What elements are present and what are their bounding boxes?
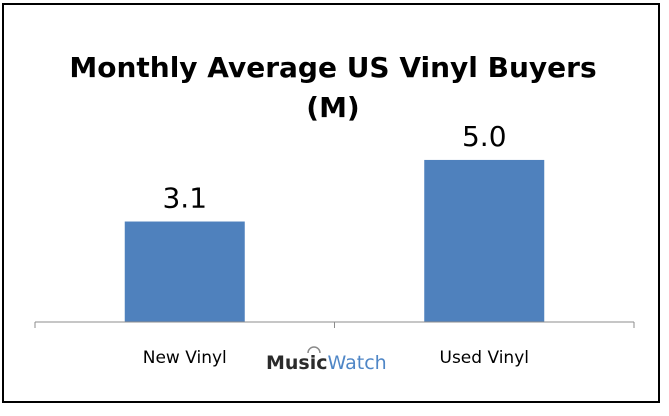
bar-used-vinyl [424,159,545,322]
chart-title: Monthly Average US Vinyl Buyers [69,51,596,84]
chart-frame: Monthly Average US Vinyl Buyers (M) 3.1 5… [2,3,660,403]
headphones-icon [307,346,321,354]
data-label: 3.1 [162,182,207,215]
chart-title-line2: (M) [306,91,359,124]
bars-group: 3.1 5.0 [124,120,545,322]
data-label: 5.0 [462,120,507,153]
musicwatch-logo: MusicWatch [266,346,387,374]
category-label: New Vinyl [143,348,227,368]
x-axis: New Vinyl Used Vinyl [34,321,635,368]
svg-text:MusicWatch: MusicWatch [266,352,387,374]
logo-music-text: Music [266,352,328,374]
category-label: Used Vinyl [440,348,530,368]
bar-chart: Monthly Average US Vinyl Buyers (M) 3.1 5… [34,51,635,374]
bar-new-vinyl [124,221,245,322]
logo-watch-text: Watch [328,352,387,374]
